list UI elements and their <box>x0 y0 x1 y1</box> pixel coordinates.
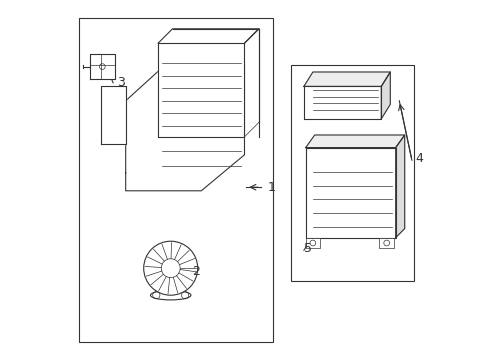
Polygon shape <box>305 148 395 238</box>
Circle shape <box>143 241 197 295</box>
Bar <box>79 18 273 342</box>
Polygon shape <box>125 65 244 191</box>
Bar <box>379 238 393 248</box>
Text: 5: 5 <box>303 242 311 255</box>
Polygon shape <box>381 72 389 119</box>
Polygon shape <box>305 135 404 148</box>
Polygon shape <box>395 135 404 238</box>
Text: 3: 3 <box>117 76 124 89</box>
Text: 2: 2 <box>192 265 200 278</box>
Bar <box>291 65 413 281</box>
Polygon shape <box>303 72 389 86</box>
Polygon shape <box>89 54 115 79</box>
Ellipse shape <box>150 291 190 300</box>
Polygon shape <box>101 86 125 144</box>
Polygon shape <box>158 43 244 137</box>
Text: 1: 1 <box>267 181 275 194</box>
Polygon shape <box>303 86 381 119</box>
Text: 4: 4 <box>415 152 423 165</box>
Bar <box>305 238 320 248</box>
